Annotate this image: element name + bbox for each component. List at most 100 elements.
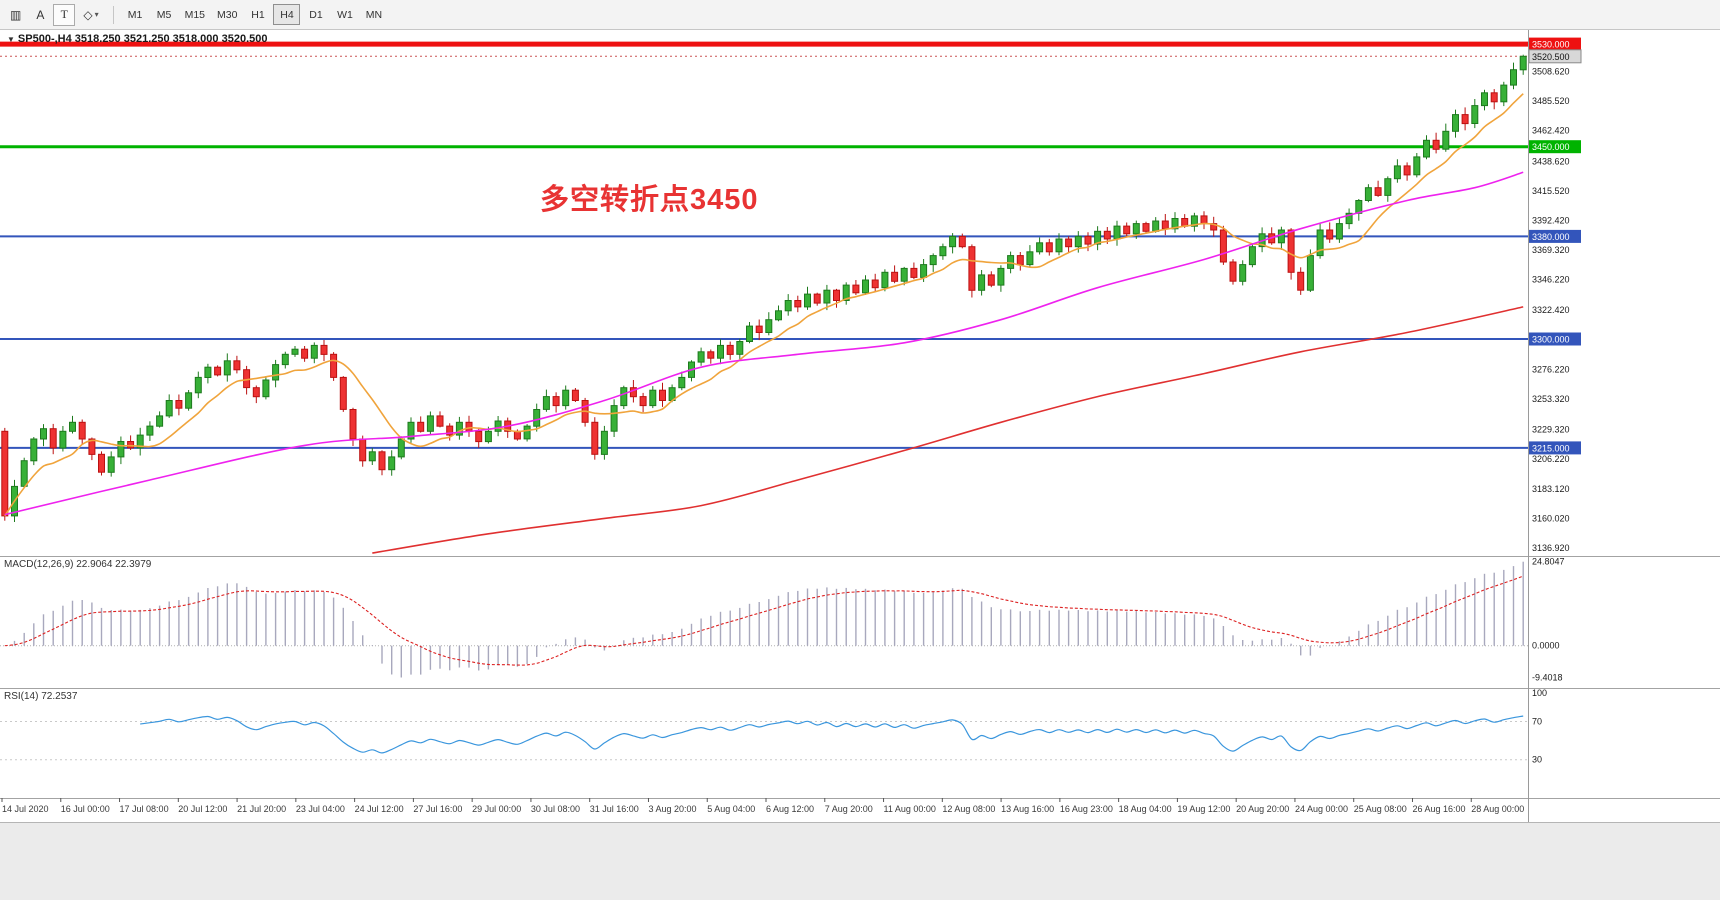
candle-body (1132, 223, 1140, 235)
candle-body (1297, 271, 1305, 291)
time-label: 18 Aug 04:00 (1118, 804, 1172, 814)
candle-body (1190, 215, 1198, 227)
candle-body (426, 415, 434, 432)
candle-body (1161, 220, 1169, 230)
timeframe-W1[interactable]: W1 (331, 4, 358, 25)
macd-signal-line (4, 575, 1524, 666)
candle-body (1103, 230, 1111, 240)
candle-body (1142, 223, 1150, 232)
candle-body (736, 341, 744, 355)
timeframe-H4[interactable]: H4 (273, 4, 301, 25)
candle-body (484, 430, 492, 443)
candle-body (862, 279, 869, 294)
candle-body (214, 366, 222, 376)
candle-body (436, 415, 444, 427)
candle-body (175, 400, 183, 409)
candle-body (697, 351, 705, 363)
candle-body (978, 274, 986, 291)
candle-body (813, 293, 821, 304)
hline-price-label (1529, 37, 1581, 51)
candle-body (301, 348, 309, 359)
candle-body (794, 300, 802, 308)
candle-body (1074, 235, 1082, 248)
time-label: 23 Jul 04:00 (295, 804, 345, 814)
candle-body (1442, 130, 1450, 150)
shapes-button[interactable]: ◇ ▾ (77, 4, 104, 26)
time-label: 31 Jul 16:00 (589, 804, 639, 814)
candle-body (40, 428, 47, 440)
timeframe-M5[interactable]: M5 (151, 4, 178, 25)
candle-body (1306, 255, 1314, 291)
timeframe-D1[interactable]: D1 (302, 4, 329, 25)
candle-body (513, 430, 521, 440)
candle-body (1500, 84, 1508, 103)
candle-body (1123, 225, 1131, 235)
timeframe-H1[interactable]: H1 (244, 4, 271, 25)
chart-annotation: 多空转折点3450 (540, 184, 759, 216)
candle-body (1326, 229, 1334, 240)
chevron-down-icon: ▾ (94, 10, 99, 19)
candle-body (746, 325, 753, 343)
timeframe-M1[interactable]: M1 (122, 4, 149, 25)
candle-body (291, 348, 299, 355)
timeframe-MN[interactable]: MN (360, 4, 387, 25)
chart-lines-icon[interactable]: ▥ (4, 4, 27, 26)
candle-body (600, 430, 608, 455)
candle-body (1036, 242, 1044, 253)
time-label: 16 Aug 23:00 (1059, 804, 1113, 814)
candle-body (804, 293, 811, 308)
price-tick: 3392.420 (1532, 216, 1570, 226)
candle-body (910, 267, 918, 278)
text-tool-button[interactable]: T (53, 3, 76, 26)
chart-canvas[interactable]: 3508.620 3485.520 3462.420 3438.620 3415.520… (0, 30, 1720, 822)
candle-body (1510, 69, 1517, 86)
price-tick: 3136.920 (1532, 543, 1570, 553)
horizontal-lines-layer (0, 41, 1528, 449)
candle-body (1335, 223, 1343, 240)
time-label: 26 Aug 16:00 (1412, 804, 1466, 814)
chart-background (0, 30, 1720, 822)
ma-mid-line (4, 171, 1524, 516)
main-toolbar: ▥ A T ◇ ▾ M1 M5 M15 M30 H1 H4 D1 W1 MN (0, 0, 1720, 30)
candle-body (562, 389, 570, 407)
time-label: 16 Jul 00:00 (60, 804, 110, 814)
symbol-dropdown-icon[interactable]: ▼ (7, 35, 15, 44)
time-label: 28 Aug 00:00 (1471, 804, 1525, 814)
candle-body (223, 360, 231, 376)
candle-body (900, 267, 908, 282)
candle-body (252, 387, 260, 398)
price-scale[interactable] (1528, 30, 1720, 822)
price-tick: 3229.320 (1532, 425, 1570, 435)
candle-body (620, 387, 628, 407)
timeframe-M30[interactable]: M30 (212, 4, 242, 25)
candle-body (891, 271, 899, 282)
time-label: 24 Jul 12:00 (354, 804, 404, 814)
candle-body (871, 279, 879, 289)
hline-price-label-text: 3215.000 (1532, 443, 1570, 453)
time-axis[interactable]: 14 Jul 2020 16 Jul 00:00 17 Jul 08:00 20 Ju… (0, 800, 1528, 822)
candle-body (378, 451, 386, 471)
candle-body (591, 421, 599, 455)
candle-body (1519, 55, 1527, 71)
candle-body (1016, 255, 1024, 266)
chart-title: ▼ SP500-,H4 3518.250 3521.250 3518.000 35… (7, 33, 267, 45)
candle-body (388, 456, 396, 471)
timeframe-M15[interactable]: M15 (180, 4, 210, 25)
time-label: 27 Jul 16:00 (413, 804, 463, 814)
candle-body (1393, 165, 1401, 180)
candle-body (987, 274, 995, 286)
time-label: 20 Jul 12:00 (178, 804, 228, 814)
candle-body (523, 425, 531, 440)
price-tick: 3322.420 (1532, 305, 1570, 315)
text-label-button[interactable]: A (29, 4, 51, 26)
candle-body (194, 376, 202, 394)
price-tick: 3369.320 (1532, 245, 1570, 255)
time-label: 30 Jul 08:00 (530, 804, 580, 814)
candle-body (1374, 187, 1382, 196)
hline-price-label (1529, 140, 1581, 154)
candle-body (233, 360, 241, 371)
candle-body (1094, 230, 1102, 245)
candle-body (678, 376, 686, 389)
time-label: 24 Aug 00:00 (1294, 804, 1348, 814)
price-tick: 3508.620 (1532, 67, 1570, 77)
